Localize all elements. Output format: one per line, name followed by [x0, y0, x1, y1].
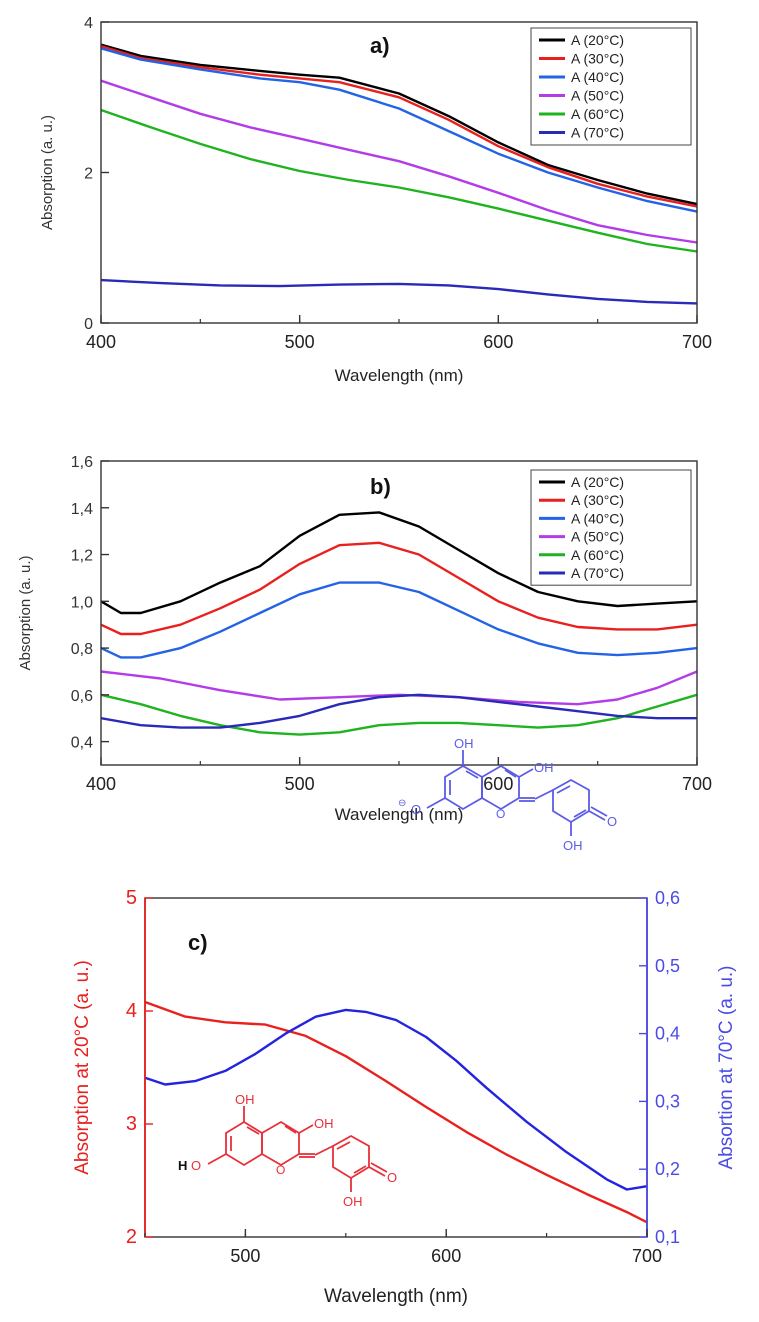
panel-label: c)	[188, 930, 208, 955]
blue-molecule-structure	[426, 750, 608, 836]
red-oh-top: OH	[235, 1092, 255, 1107]
y-right-tick-label: 0,4	[655, 1024, 680, 1044]
legend-label: A (20°C)	[571, 474, 624, 490]
blue-left-o: O	[411, 802, 421, 817]
legend-label: A (40°C)	[571, 69, 624, 85]
series-line-1	[144, 1008, 648, 1191]
series-line-4	[100, 693, 698, 736]
y-tick-label: 1,4	[71, 501, 93, 518]
red-keto-o: O	[387, 1170, 397, 1185]
y-right-tick-label: 0,3	[655, 1091, 680, 1111]
legend-label: A (60°C)	[571, 547, 624, 563]
blue-keto-o: O	[607, 814, 617, 829]
x-tick-label: 600	[431, 1246, 461, 1266]
panel-b: 400 500 600 700 0,4 0,6 0,8 1,0 1,2 1,4 1,6 Wavelen…	[17, 454, 712, 824]
x-axis-label: Wavelength (nm)	[335, 366, 464, 385]
y-axis-label: Absorption (a. u.)	[39, 115, 56, 230]
blue-molecule-labels: OH OH OH ⊖ O O O	[398, 736, 617, 853]
y-right-tick-label: 0,1	[655, 1227, 680, 1247]
red-molecule-structure	[207, 1106, 388, 1192]
red-oh-right: OH	[314, 1116, 334, 1131]
red-h-left: H	[178, 1158, 187, 1173]
y-axis-label: Absorption at 20°C (a. u.)	[72, 960, 93, 1175]
y-axis-label: Absorption (a. u.)	[17, 555, 34, 670]
y-tick-label: 0,6	[71, 688, 93, 705]
legend-box	[530, 27, 692, 146]
red-oh-bottom: OH	[343, 1194, 363, 1209]
series-line-3	[100, 79, 698, 244]
x-tick-label: 600	[483, 774, 513, 794]
y-tick-label: 0,8	[71, 641, 93, 658]
series-line-5	[100, 693, 697, 729]
x-tick-label: 700	[682, 332, 712, 352]
series-line-0	[100, 43, 698, 206]
series-line-4	[100, 108, 698, 253]
y-right-tick-label: 0,6	[655, 888, 680, 908]
x-tick-label: 700	[632, 1246, 662, 1266]
series-line-0	[144, 1000, 648, 1224]
y-tick-label: 3	[126, 1113, 137, 1135]
y-tick-label: 5	[126, 887, 137, 909]
legend-box	[530, 469, 692, 586]
legend-label: A (20°C)	[571, 32, 624, 48]
y-tick-label: 0,4	[71, 735, 93, 752]
legend-label: A (50°C)	[571, 529, 624, 545]
red-molecule-labels: OH OH OH H O O O	[178, 1092, 397, 1209]
panel-label: a)	[370, 33, 390, 58]
series-line-3	[100, 670, 698, 706]
series-line-5	[100, 278, 698, 305]
x-axis-label: Wavelength (nm)	[324, 1286, 468, 1307]
x-tick-label: 400	[86, 774, 116, 794]
y-tick-label: 2	[84, 166, 93, 183]
x-tick-label: 400	[86, 332, 116, 352]
y-tick-label: 1,0	[71, 594, 93, 611]
blue-oh-right: OH	[534, 760, 554, 775]
y-tick-label: 2	[126, 1226, 137, 1248]
panel-a: 400 500 600 700 0 2 4 Wavelength (nm) Absorption…	[39, 15, 712, 385]
blue-ring-o: O	[496, 807, 505, 821]
series-line-0	[100, 511, 698, 615]
legend-label: A (30°C)	[571, 51, 624, 67]
y-tick-label: 1,2	[71, 548, 93, 565]
blue-oh-top: OH	[454, 736, 474, 751]
legend-label: A (70°C)	[571, 125, 624, 141]
y-tick-label: 4	[84, 15, 93, 32]
series-line-1	[100, 44, 698, 208]
red-ring-o: O	[276, 1163, 285, 1177]
y-right-tick-label: 0,5	[655, 956, 680, 976]
y-right-axis-label: Absortion at 70°C (a. u.)	[716, 965, 737, 1169]
y-tick-label: 0	[84, 316, 93, 333]
legend-label: A (30°C)	[571, 492, 624, 508]
red-left-o: O	[191, 1158, 201, 1173]
panel-c: 500 600 700 2 3 4 5 0,1 0,2 0,3 0,4 0,5 0,6 Wavelengt…	[72, 887, 737, 1307]
blue-oh-bottom: OH	[563, 838, 583, 853]
x-axis-label: Wavelength (nm)	[335, 805, 464, 824]
y-right-tick-label: 0,2	[655, 1159, 680, 1179]
legend-label: A (40°C)	[571, 510, 624, 526]
x-tick-label: 500	[285, 774, 315, 794]
panel-label: b)	[370, 474, 391, 499]
x-tick-label: 700	[682, 774, 712, 794]
y-tick-label: 4	[126, 1000, 137, 1022]
legend-label: A (60°C)	[571, 106, 624, 122]
legend-label: A (50°C)	[571, 88, 624, 104]
x-tick-label: 600	[483, 332, 513, 352]
series-line-2	[100, 581, 698, 659]
series-line-1	[100, 541, 698, 636]
legend-label: A (70°C)	[571, 565, 624, 581]
x-tick-label: 500	[285, 332, 315, 352]
blue-charge-sign: ⊖	[398, 798, 406, 809]
series-line-2	[100, 47, 698, 213]
y-tick-label: 1,6	[71, 454, 93, 471]
x-tick-label: 500	[230, 1246, 260, 1266]
